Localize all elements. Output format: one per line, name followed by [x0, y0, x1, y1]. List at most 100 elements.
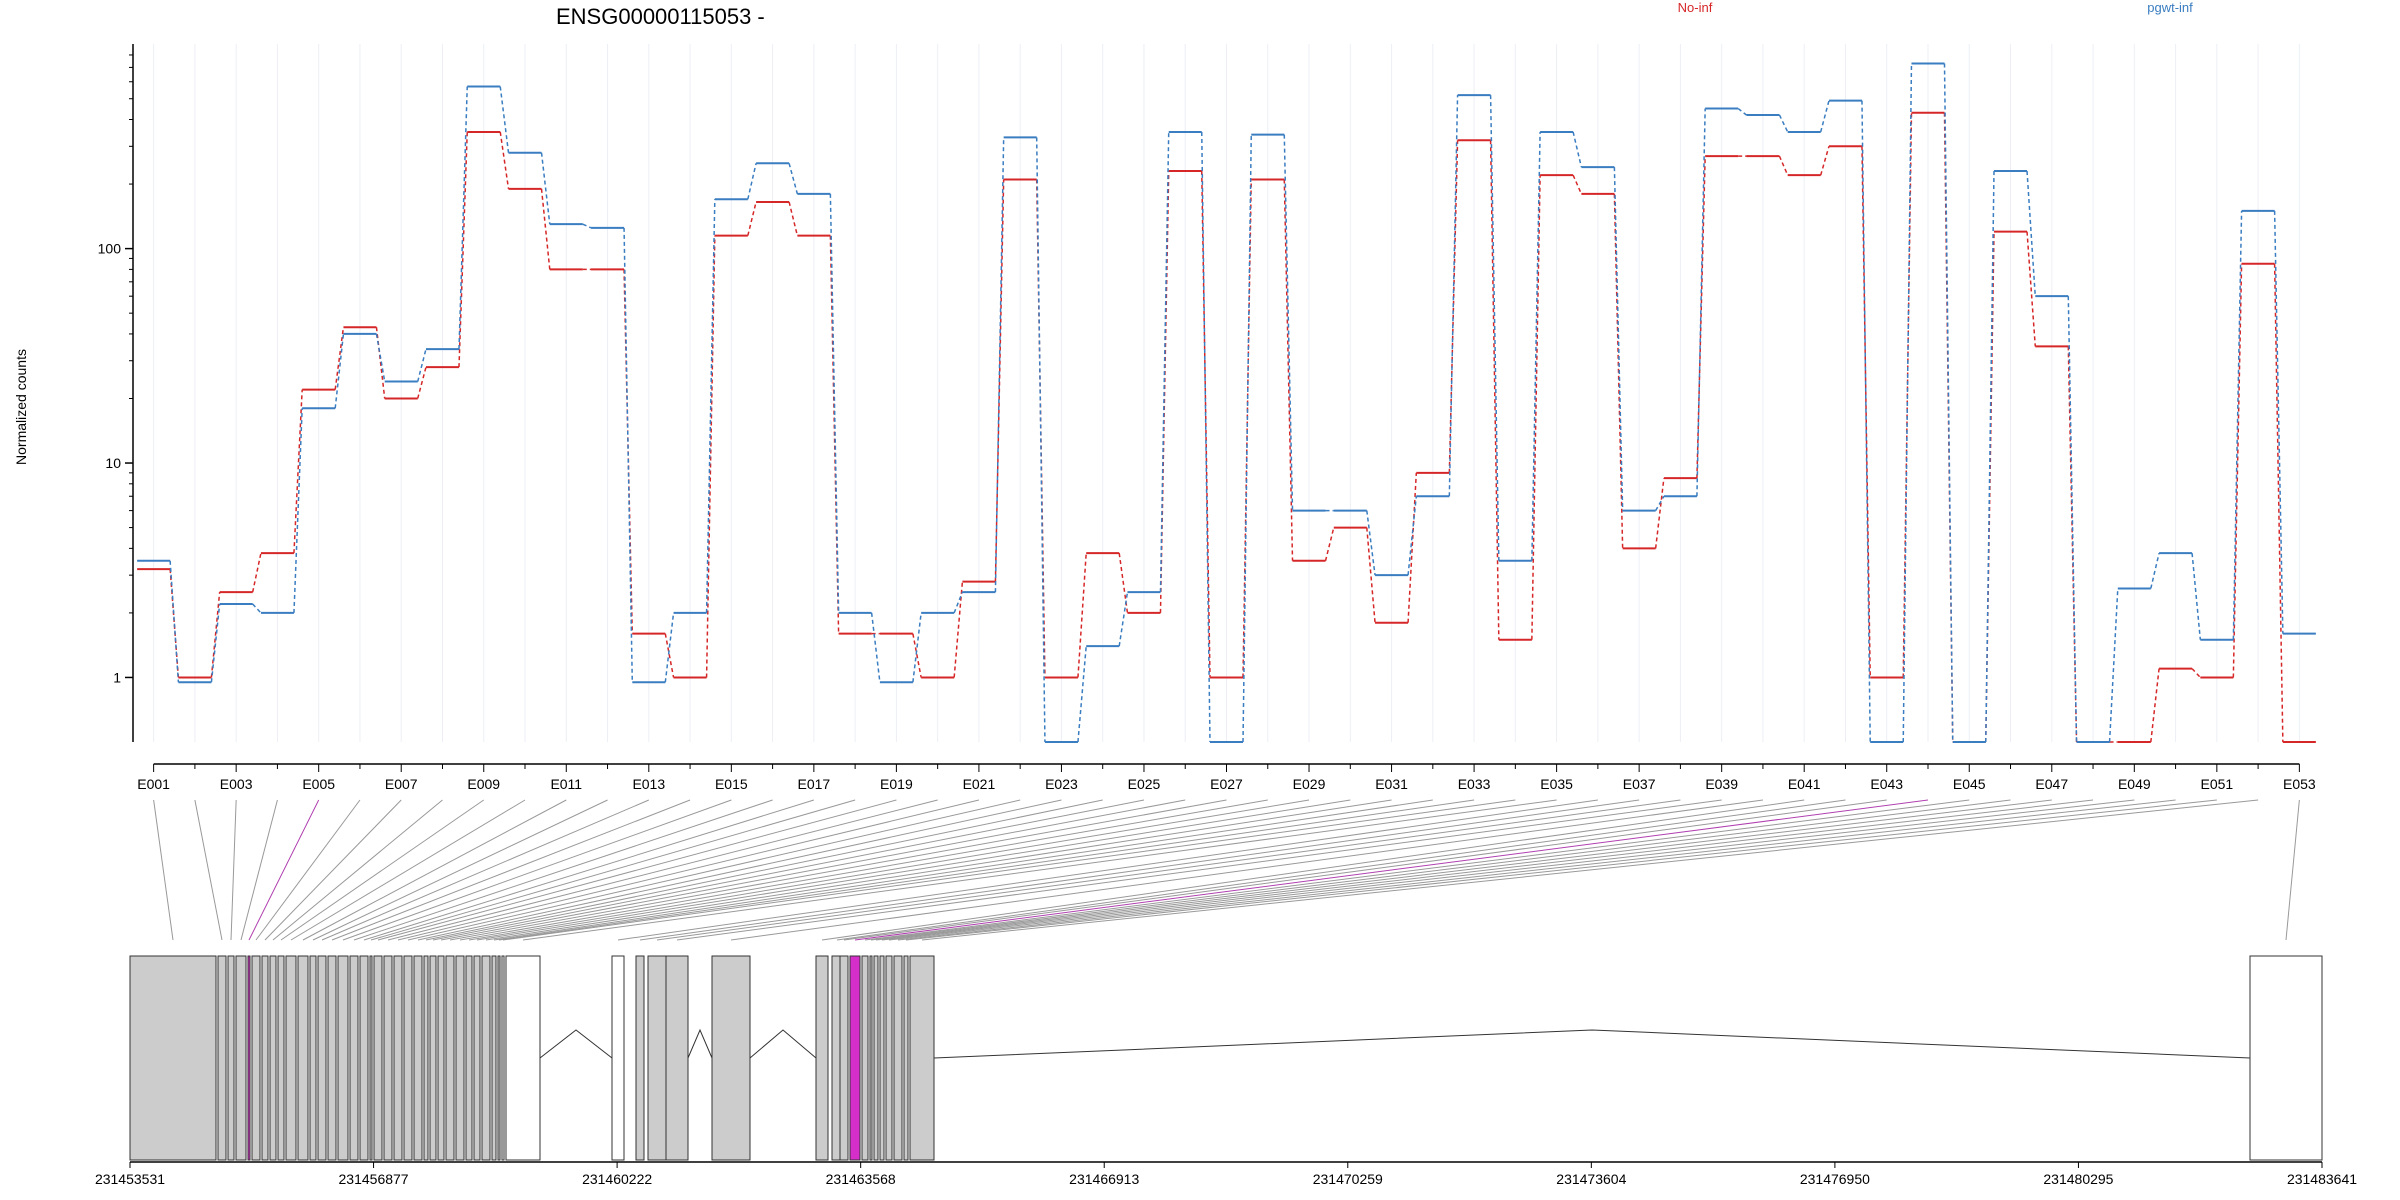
- connector-line: [290, 799, 526, 941]
- connector-line: [407, 799, 1021, 941]
- series-transition-pgwt-inf: [252, 603, 262, 614]
- series-transition-No-inf: [1572, 174, 1583, 195]
- series-transition-pgwt-inf: [540, 152, 551, 225]
- series-transition-pgwt-inf: [169, 560, 180, 683]
- genomic-tick-label: 231453531: [95, 1171, 165, 1187]
- series-transition-No-inf: [1407, 472, 1418, 623]
- exon-tick-label: E035: [1540, 776, 1573, 792]
- genomic-tick-label: 231463568: [826, 1171, 896, 1187]
- series-transition-pgwt-inf: [1819, 100, 1830, 133]
- series-transition-pgwt-inf: [1654, 495, 1665, 511]
- series-transition-pgwt-inf: [1118, 592, 1129, 647]
- connector-line: [363, 799, 815, 941]
- series-transition-pgwt-inf: [1737, 107, 1747, 116]
- connector-line: [905, 799, 2217, 941]
- series-transition-pgwt-inf: [334, 333, 345, 409]
- series-transition-pgwt-inf: [1283, 134, 1294, 511]
- series-transition-pgwt-inf: [2232, 210, 2243, 640]
- exon-block: [711, 955, 751, 1161]
- exon-block: [909, 955, 935, 1161]
- exon-tick-label: E029: [1293, 776, 1326, 792]
- exon-block: [317, 955, 327, 1161]
- exon-block: [285, 955, 297, 1161]
- exon-block: [413, 955, 423, 1161]
- connector-line: [312, 799, 608, 941]
- exon-block: [491, 955, 497, 1161]
- connector-line: [272, 799, 443, 941]
- series-transition-No-inf: [210, 592, 221, 678]
- series-transition-No-inf: [2273, 263, 2284, 743]
- exon-block: [359, 955, 369, 1161]
- connector-line: [522, 799, 1557, 941]
- genomic-tick-label: 231483641: [2287, 1171, 2357, 1187]
- exon-block: [501, 955, 505, 1161]
- exon-block: [481, 955, 491, 1161]
- series-transition-pgwt-inf: [2108, 588, 2119, 743]
- series-transition-No-inf: [458, 131, 468, 368]
- exon-block: [885, 955, 893, 1161]
- exon-block: [235, 955, 247, 1161]
- series-transition-No-inf: [1200, 171, 1211, 678]
- series-transition-pgwt-inf: [1035, 137, 1046, 743]
- exon-tick-label: E009: [467, 776, 500, 792]
- connector-line: [502, 799, 1516, 941]
- connector-line: [321, 799, 649, 941]
- connector-line: [639, 799, 1640, 941]
- exon-block: [383, 955, 393, 1161]
- exon-block: [217, 955, 227, 1161]
- series-transition-pgwt-inf: [788, 163, 799, 195]
- exon-block: [393, 955, 403, 1161]
- exon-tick-label: E043: [1870, 776, 1903, 792]
- series-transition-pgwt-inf: [582, 223, 592, 229]
- exon-tick-label: E003: [220, 776, 253, 792]
- exon-block: [455, 955, 465, 1161]
- exon-block: [473, 955, 481, 1161]
- genomic-tick-label: 231466913: [1069, 1171, 1139, 1187]
- legend-pgwt-inf: pgwt-inf: [2147, 0, 2193, 15]
- exon-tick-label: E005: [302, 776, 335, 792]
- exon-block: [429, 955, 437, 1161]
- exon-connectors: [153, 799, 2300, 941]
- series-transition-No-inf: [1531, 175, 1541, 640]
- connector-line: [353, 799, 773, 941]
- connector-line: [387, 799, 938, 941]
- series-transition-No-inf: [953, 581, 964, 678]
- exon-tick-label: E049: [2118, 776, 2151, 792]
- series-transition-pgwt-inf: [1778, 114, 1789, 133]
- connector-line: [2285, 799, 2300, 941]
- series-transition-pgwt-inf: [1077, 646, 1087, 743]
- exon-block: [647, 955, 667, 1161]
- exon-tick-label: E039: [1705, 776, 1738, 792]
- series-transition-No-inf: [1861, 146, 1871, 678]
- exon-block: [497, 955, 501, 1161]
- connector-line: [476, 799, 1351, 941]
- series-transition-No-inf: [1696, 156, 1706, 479]
- exon-tick-label: E033: [1458, 776, 1491, 792]
- exon-block: [297, 955, 309, 1161]
- exon-block: [261, 955, 269, 1161]
- exon-block: [465, 955, 473, 1161]
- series-transition-No-inf: [334, 327, 345, 390]
- series-transition-pgwt-inf: [1943, 63, 1954, 743]
- exon-block: [337, 955, 349, 1161]
- exon-tick-label: E025: [1128, 776, 1161, 792]
- connector-line: [881, 799, 2094, 941]
- connector-line: [617, 799, 1598, 941]
- exon-tick-label: E051: [2200, 776, 2233, 792]
- legend-no-inf: No-inf: [1678, 0, 1713, 15]
- exon-tick-label: E031: [1375, 776, 1408, 792]
- vertical-grid: [153, 44, 2300, 742]
- intron-line: [687, 1028, 713, 1059]
- series-transition-No-inf: [1283, 179, 1294, 561]
- genomic-tick-label: 231476950: [1800, 1171, 1870, 1187]
- series-transition-pgwt-inf: [293, 408, 303, 613]
- series-transition-pgwt-inf: [994, 137, 1005, 593]
- exon-block: [873, 955, 879, 1161]
- series-transition-pgwt-inf: [210, 603, 221, 683]
- series-transition-No-inf: [1778, 155, 1789, 176]
- connector-line: [432, 799, 1145, 941]
- exon-tick-label: E045: [1953, 776, 1986, 792]
- exon-block: [349, 955, 359, 1161]
- exon-tick-label: E017: [798, 776, 831, 792]
- series-transition-pgwt-inf: [1861, 100, 1871, 743]
